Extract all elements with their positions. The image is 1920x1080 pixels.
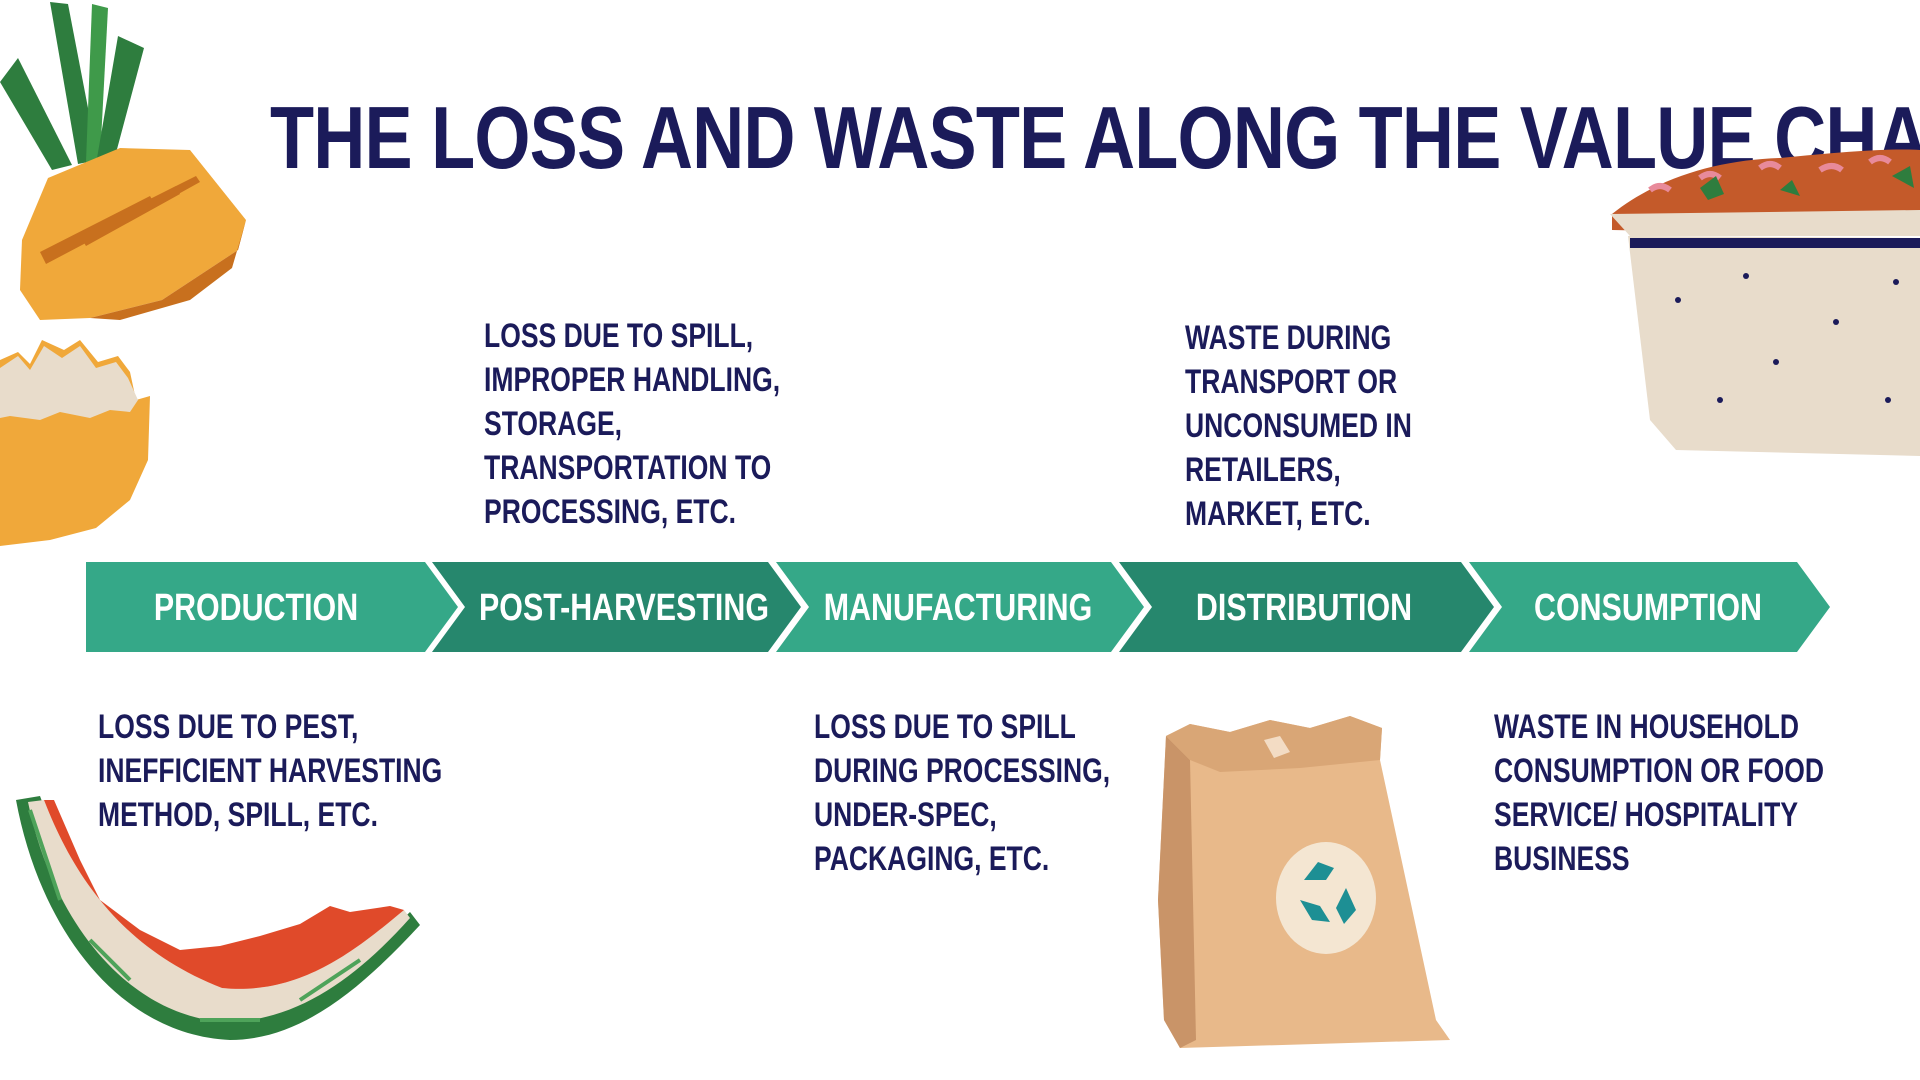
note-line: CONSUMPTION OR FOOD bbox=[1494, 752, 1825, 790]
note-line: LOSS DUE TO SPILL, bbox=[484, 317, 754, 355]
note-line: BUSINESS bbox=[1494, 840, 1630, 878]
note-line: METHOD, SPILL, ETC. bbox=[98, 796, 378, 834]
note-production: LOSS DUE TO PEST, INEFFICIENT HARVESTING… bbox=[98, 705, 443, 837]
note-manufacturing: LOSS DUE TO SPILL DURING PROCESSING, UND… bbox=[814, 705, 1111, 881]
note-line: DURING PROCESSING, bbox=[814, 752, 1111, 790]
note-line: STORAGE, bbox=[484, 405, 623, 443]
stage-label-consumption: CONSUMPTION bbox=[1534, 587, 1762, 629]
note-line: MARKET, ETC. bbox=[1185, 495, 1371, 533]
note-distribution: WASTE DURING TRANSPORT OR UNCONSUMED IN … bbox=[1185, 316, 1435, 536]
note-consumption: WASTE IN HOUSEHOLD CONSUMPTION OR FOOD S… bbox=[1494, 705, 1825, 881]
note-line: INEFFICIENT HARVESTING bbox=[98, 752, 443, 790]
note-post-harvesting: LOSS DUE TO SPILL, IMPROPER HANDLING, ST… bbox=[484, 314, 781, 534]
note-line: PROCESSING, ETC. bbox=[484, 493, 736, 531]
note-line: IMPROPER HANDLING, bbox=[484, 361, 781, 399]
note-line: RETAILERS, bbox=[1185, 451, 1341, 489]
stage-post-harvesting bbox=[432, 562, 801, 652]
stage-production bbox=[86, 562, 458, 652]
note-line: SERVICE/ HOSPITALITY bbox=[1494, 796, 1799, 834]
note-line: WASTE DURING bbox=[1185, 319, 1392, 357]
note-line: UNCONSUMED IN bbox=[1185, 407, 1412, 445]
note-line: TRANSPORTATION TO bbox=[484, 449, 772, 487]
stage-label-production: PRODUCTION bbox=[154, 587, 358, 629]
note-line: PACKAGING, ETC. bbox=[814, 840, 1050, 878]
stage-label-post-harvesting: POST-HARVESTING bbox=[479, 587, 769, 629]
note-line: LOSS DUE TO PEST, bbox=[98, 708, 359, 746]
stage-distribution bbox=[1119, 562, 1494, 652]
note-line: LOSS DUE TO SPILL bbox=[814, 708, 1076, 746]
stage-manufacturing bbox=[776, 562, 1144, 652]
stage-consumption bbox=[1469, 562, 1830, 652]
note-line: TRANSPORT OR bbox=[1185, 363, 1398, 401]
stage-label-manufacturing: MANUFACTURING bbox=[824, 587, 1092, 629]
note-line: UNDER-SPEC, bbox=[814, 796, 997, 834]
note-line: WASTE IN HOUSEHOLD bbox=[1494, 708, 1800, 746]
stage-label-distribution: DISTRIBUTION bbox=[1196, 587, 1412, 629]
